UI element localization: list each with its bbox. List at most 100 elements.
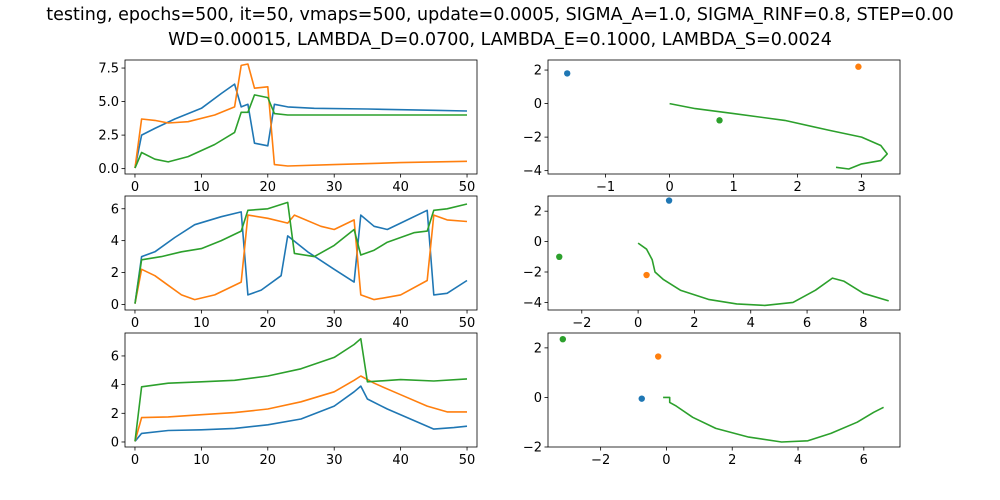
x-tick-label: 40 (392, 316, 409, 331)
x-tick-label: 8 (859, 316, 867, 331)
x-tick-label: 0 (131, 453, 139, 468)
scatter-point-2 (643, 271, 650, 279)
y-tick-label: 0 (534, 235, 542, 250)
plot-area (559, 335, 884, 443)
x-tick-label: 40 (392, 453, 409, 468)
x-tick-label: 0 (131, 316, 139, 331)
x-tick-label: 0 (662, 453, 670, 468)
scatter-point-2 (655, 353, 662, 360)
y-tick-label: 2.5 (98, 129, 119, 144)
series-line-2 (134, 63, 468, 169)
x-tick-label: 6 (803, 316, 811, 331)
series-line-3 (134, 337, 468, 442)
series-line-3 (134, 201, 468, 304)
y-tick-label: −4 (523, 164, 542, 179)
plot-area (564, 63, 888, 170)
y-tick-label: 6 (111, 202, 119, 217)
x-tick-label: 0 (665, 180, 673, 195)
y-tick-label: 0 (534, 391, 542, 406)
axes-frame (124, 195, 478, 311)
subplot-1: 0 10 20 30 40 50 0.0 2.5 5.0 7.5 (98, 59, 478, 195)
x-tick-label: 0 (131, 180, 139, 195)
series-line-1 (134, 83, 468, 169)
y-tick-label: 4 (111, 234, 119, 249)
x-tick-label: 2 (728, 453, 736, 468)
plot-area (134, 63, 468, 169)
subplot-3: 0 10 20 30 40 50 0 2 4 6 (111, 195, 478, 331)
y-tick-label: 6 (111, 349, 119, 364)
scatter-point-1 (665, 197, 673, 204)
x-tick-label: 20 (260, 180, 277, 195)
x-tick-label: 50 (459, 180, 476, 195)
subplot-4: −2 0 2 4 6 8 −4 −2 0 2 (523, 195, 901, 331)
x-tick-label: 1 (729, 180, 737, 195)
y-tick-label: 0.0 (98, 162, 119, 177)
scatter-point-3 (556, 253, 563, 260)
x-tick-label: 6 (860, 453, 868, 468)
x-tick-label: 4 (794, 453, 802, 468)
trajectory-line (637, 242, 889, 307)
x-tick-label: 10 (193, 180, 210, 195)
figure-title: testing, epochs=500, it=50, vmaps=500, u… (0, 0, 1000, 56)
x-tick-label: 30 (326, 180, 343, 195)
x-tick-label: 20 (260, 316, 277, 331)
series-line-2 (134, 375, 467, 442)
series-line-2 (134, 214, 468, 304)
y-tick-label: 5.0 (98, 95, 119, 110)
y-tick-label: −2 (523, 441, 542, 456)
x-tick-label: 2 (690, 316, 698, 331)
trajectory-line (663, 396, 884, 443)
series-line-3 (134, 94, 467, 169)
x-tick-label: 30 (326, 316, 343, 331)
y-tick-label: 2 (111, 266, 119, 281)
x-tick-label: 20 (260, 453, 277, 468)
x-tick-label: 10 (193, 316, 210, 331)
y-tick-label: 4 (111, 378, 119, 393)
x-tick-label: 30 (326, 453, 343, 468)
plot-area (556, 197, 889, 307)
x-tick-label: 10 (193, 453, 210, 468)
y-tick-label: −2 (523, 131, 542, 146)
axes-frame (124, 59, 478, 175)
x-tick-label: 50 (459, 316, 476, 331)
series-line-1 (134, 385, 468, 442)
y-tick-label: −4 (523, 296, 542, 311)
scatter-point-1 (564, 70, 571, 77)
scatter-point-3 (559, 335, 567, 343)
x-tick-label: 40 (392, 180, 409, 195)
axes-frame (547, 59, 901, 175)
y-tick-label: 2 (534, 205, 542, 220)
y-tick-label: 0 (534, 97, 542, 112)
x-tick-label: −1 (596, 180, 615, 195)
x-tick-label: 3 (857, 180, 865, 195)
scatter-point-3 (716, 117, 723, 124)
x-tick-label: −2 (572, 316, 591, 331)
y-tick-label: 0 (111, 298, 119, 313)
x-tick-label: 0 (634, 316, 642, 331)
y-tick-label: 2 (534, 341, 542, 356)
title-line-1: testing, epochs=500, it=50, vmaps=500, u… (46, 5, 954, 25)
x-tick-label: 2 (793, 180, 801, 195)
axes-frame (124, 332, 478, 448)
trajectory-line (669, 102, 888, 170)
x-tick-label: 50 (459, 453, 476, 468)
series-line-1 (134, 209, 468, 304)
scatter-point-2 (855, 63, 862, 70)
plot-area (134, 337, 468, 442)
y-tick-label: 7.5 (98, 62, 119, 77)
subplot-5: 0 10 20 30 40 50 0 2 4 6 (111, 332, 478, 468)
y-tick-label: −2 (523, 266, 542, 281)
subplot-2: −1 0 1 2 3 −4 −2 0 2 (523, 59, 901, 195)
scatter-point-1 (638, 395, 645, 402)
y-tick-label: 2 (534, 64, 542, 79)
x-tick-label: 4 (747, 316, 755, 331)
y-tick-label: 2 (111, 407, 119, 422)
plot-area (134, 201, 468, 304)
axes-frame (547, 332, 901, 448)
x-tick-label: −2 (591, 453, 610, 468)
axes-frame (547, 195, 901, 311)
subplot-6: −2 0 2 4 6 −2 0 2 (523, 332, 901, 468)
title-line-2: WD=0.00015, LAMBDA_D=0.0700, LAMBDA_E=0.… (168, 30, 832, 50)
y-tick-label: 0 (111, 435, 119, 450)
